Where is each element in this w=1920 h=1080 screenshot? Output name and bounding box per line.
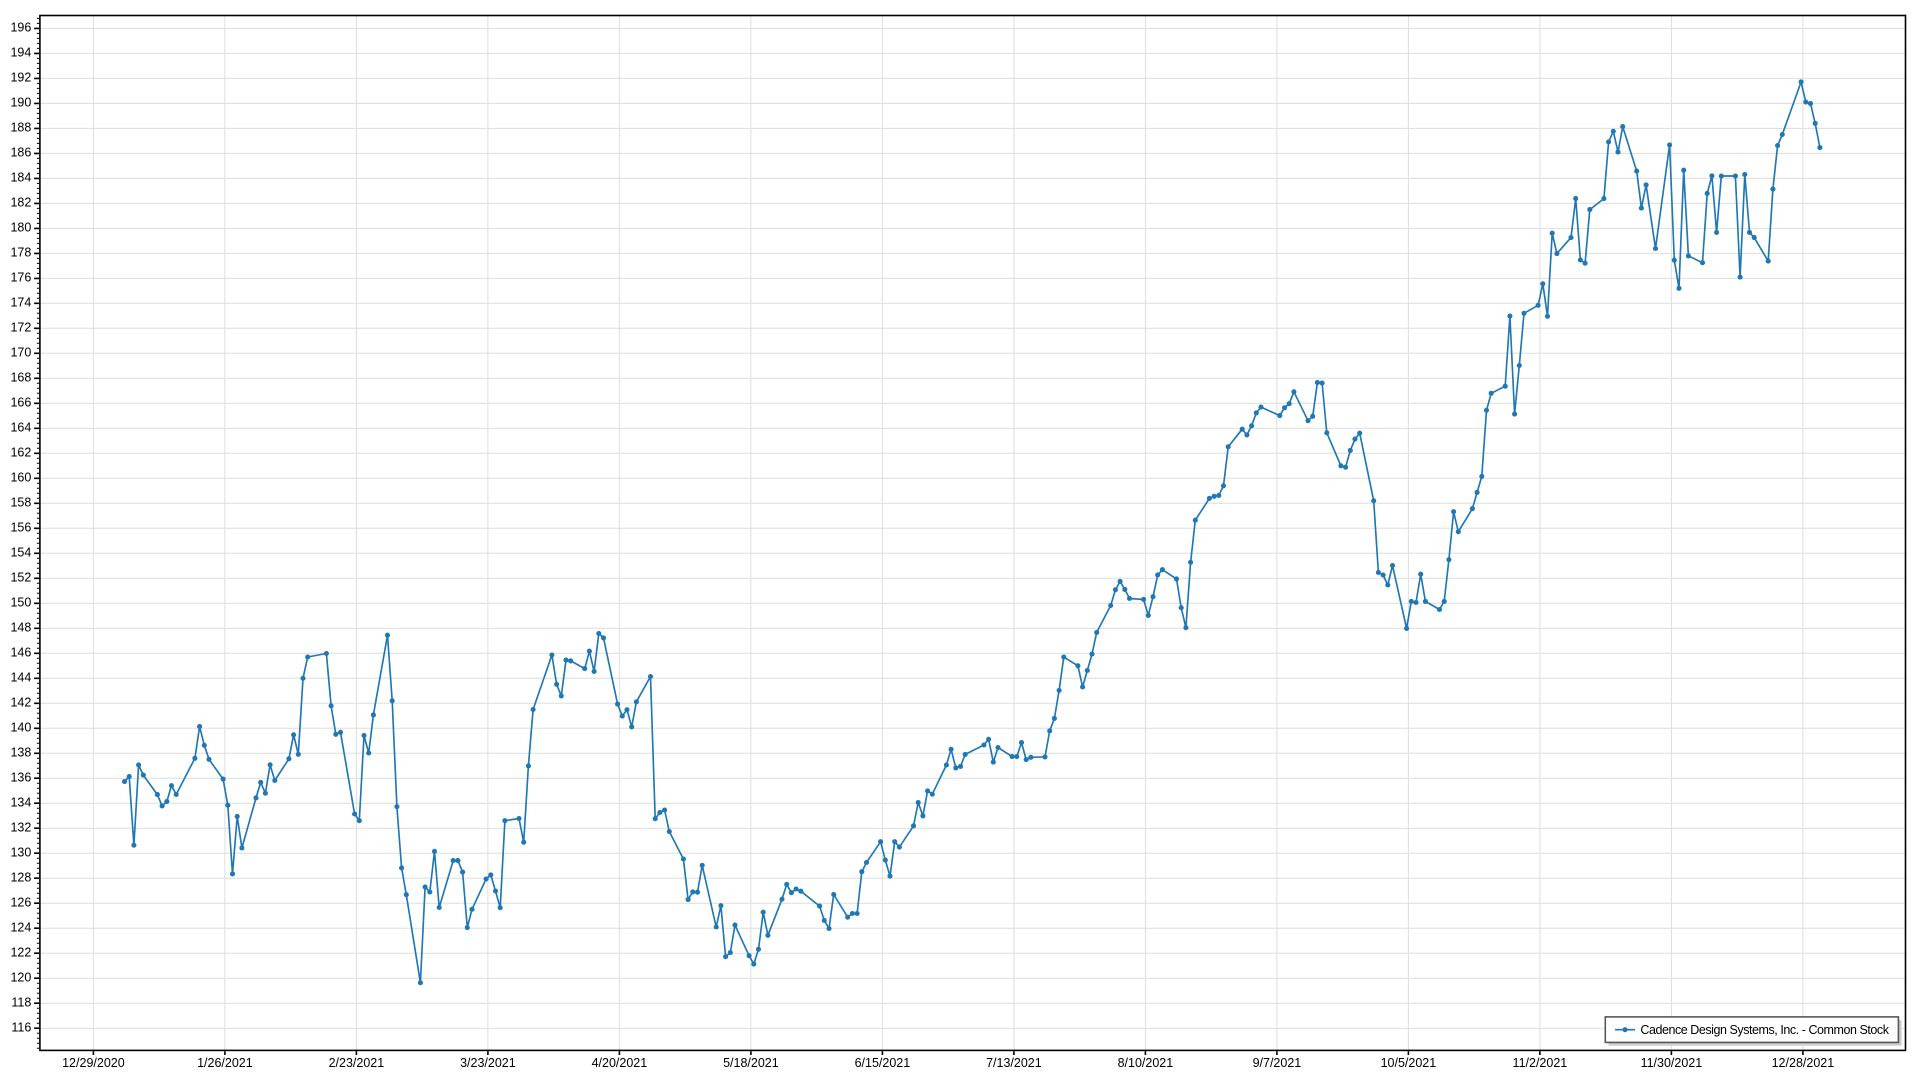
- svg-text:124: 124: [10, 920, 31, 934]
- svg-text:184: 184: [10, 171, 31, 185]
- svg-text:146: 146: [10, 646, 31, 660]
- svg-text:10/5/2021: 10/5/2021: [1381, 1056, 1437, 1070]
- svg-text:192: 192: [10, 71, 31, 85]
- svg-text:182: 182: [10, 196, 31, 210]
- svg-text:128: 128: [10, 870, 31, 884]
- svg-text:12/28/2021: 12/28/2021: [1772, 1056, 1835, 1070]
- svg-text:178: 178: [10, 246, 31, 260]
- svg-text:7/13/2021: 7/13/2021: [986, 1056, 1042, 1070]
- svg-text:164: 164: [10, 421, 31, 435]
- svg-text:2/23/2021: 2/23/2021: [329, 1056, 385, 1070]
- svg-text:116: 116: [11, 1020, 31, 1034]
- svg-text:120: 120: [10, 970, 31, 984]
- svg-text:194: 194: [10, 46, 31, 60]
- svg-text:6/15/2021: 6/15/2021: [855, 1056, 911, 1070]
- svg-text:136: 136: [10, 771, 31, 785]
- svg-text:170: 170: [10, 346, 31, 360]
- svg-text:168: 168: [10, 371, 31, 385]
- svg-text:154: 154: [10, 546, 31, 560]
- svg-text:138: 138: [10, 746, 31, 760]
- svg-text:186: 186: [10, 146, 31, 160]
- svg-text:3/23/2021: 3/23/2021: [460, 1056, 516, 1070]
- svg-text:126: 126: [10, 895, 31, 909]
- svg-text:118: 118: [11, 995, 31, 1009]
- svg-text:148: 148: [10, 621, 31, 635]
- svg-text:4/20/2021: 4/20/2021: [592, 1056, 648, 1070]
- svg-text:142: 142: [10, 696, 31, 710]
- svg-text:132: 132: [10, 820, 31, 834]
- svg-text:158: 158: [10, 496, 31, 510]
- svg-text:12/29/2020: 12/29/2020: [62, 1056, 125, 1070]
- svg-text:152: 152: [10, 571, 31, 585]
- svg-text:140: 140: [10, 721, 31, 735]
- svg-text:180: 180: [10, 221, 31, 235]
- svg-text:1/26/2021: 1/26/2021: [197, 1056, 253, 1070]
- svg-text:190: 190: [10, 96, 31, 110]
- svg-text:188: 188: [10, 121, 31, 135]
- svg-text:130: 130: [10, 845, 31, 859]
- svg-text:8/10/2021: 8/10/2021: [1118, 1056, 1174, 1070]
- svg-text:144: 144: [10, 671, 31, 685]
- svg-text:Cadence Design Systems, Inc. -: Cadence Design Systems, Inc. - Common St…: [1640, 1023, 1889, 1037]
- svg-text:5/18/2021: 5/18/2021: [723, 1056, 779, 1070]
- svg-text:134: 134: [10, 795, 31, 809]
- svg-text:166: 166: [10, 396, 31, 410]
- svg-text:9/7/2021: 9/7/2021: [1253, 1056, 1302, 1070]
- svg-text:160: 160: [10, 471, 31, 485]
- svg-text:150: 150: [10, 596, 31, 610]
- svg-text:11/30/2021: 11/30/2021: [1641, 1056, 1703, 1070]
- svg-text:176: 176: [10, 271, 31, 285]
- svg-text:172: 172: [10, 321, 31, 335]
- svg-text:122: 122: [10, 945, 31, 959]
- svg-text:156: 156: [10, 521, 31, 535]
- svg-text:162: 162: [10, 446, 31, 460]
- svg-text:196: 196: [10, 21, 31, 35]
- svg-text:11/2/2021: 11/2/2021: [1513, 1056, 1568, 1070]
- svg-text:174: 174: [10, 296, 31, 310]
